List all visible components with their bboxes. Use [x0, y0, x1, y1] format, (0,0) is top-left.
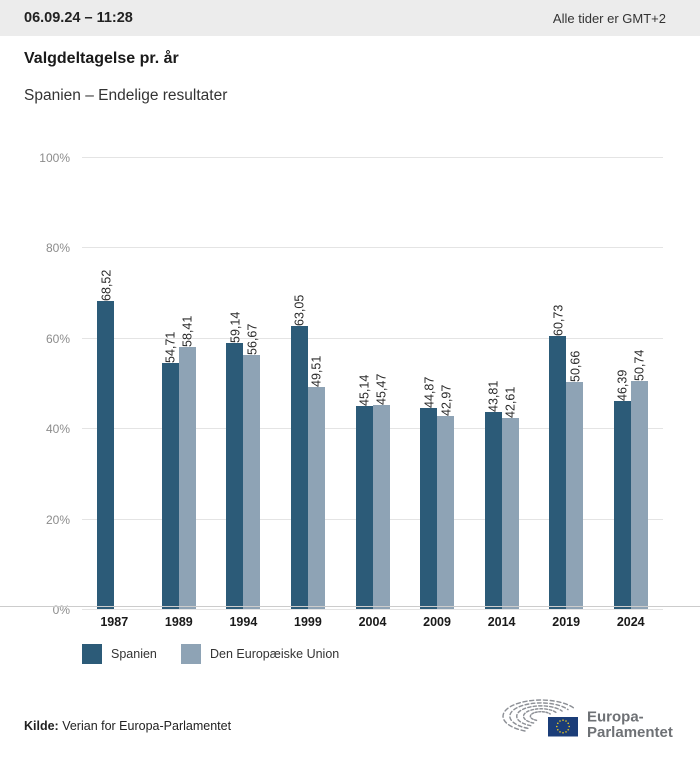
svg-text:Parlamentet: Parlamentet	[587, 724, 673, 741]
